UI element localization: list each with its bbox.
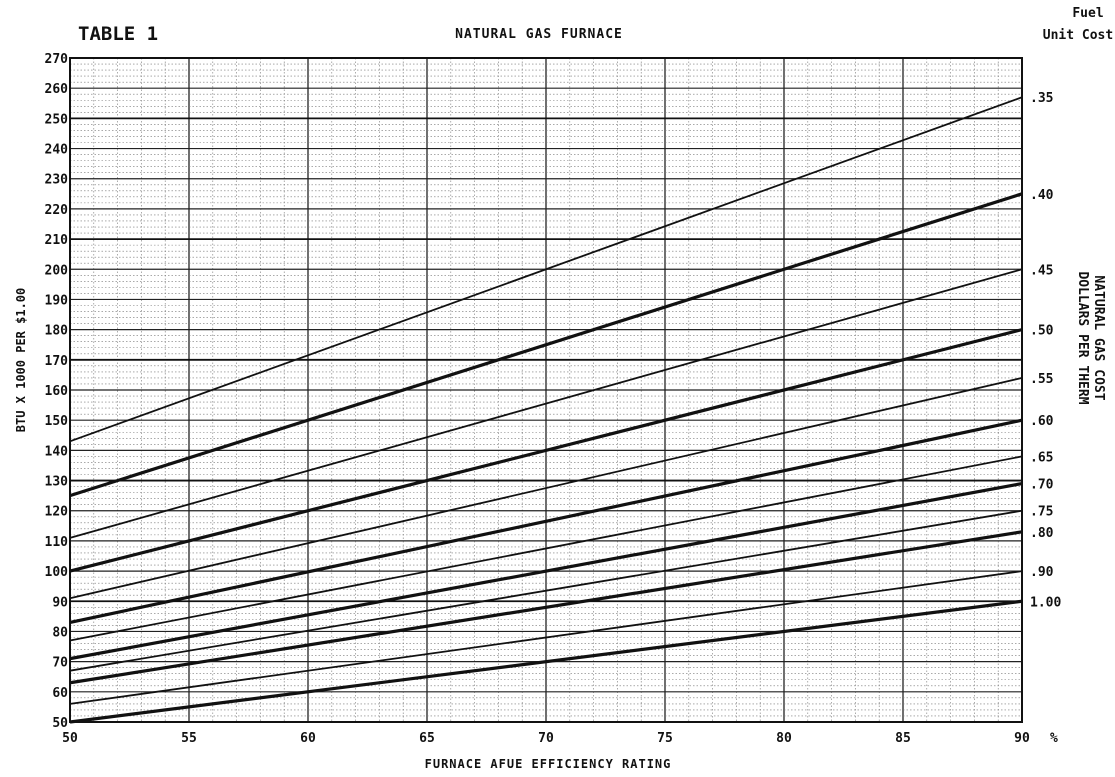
x-tick-label: 55: [181, 731, 197, 746]
series-label: .55: [1030, 372, 1053, 387]
y-tick-label: 110: [45, 535, 69, 550]
chart-title: NATURAL GAS FURNACE: [455, 27, 623, 42]
series-line-p70: [69, 481, 1023, 661]
y-tick-label: 270: [45, 52, 69, 67]
series-line-p75: [69, 509, 1023, 672]
series-label: .50: [1030, 324, 1054, 339]
y-tick-label: 130: [45, 475, 69, 490]
y-tick-label: 240: [45, 143, 69, 158]
series-line-p40: [69, 192, 1023, 498]
y-tick-label: 150: [45, 414, 69, 429]
y-tick-label: 170: [45, 354, 69, 369]
right-header-line-1: Fuel: [1072, 6, 1103, 21]
y-tick-label: 60: [52, 686, 68, 701]
y-tick-label: 190: [45, 293, 69, 308]
x-tick-label: 60: [300, 731, 316, 746]
x-tick-label: 50: [62, 731, 78, 746]
y-tick-label: 70: [52, 656, 68, 671]
right-axis-label-line-1: NATURAL GAS COST: [1091, 275, 1106, 400]
y-tick-label: 120: [45, 505, 69, 520]
series-label: .90: [1030, 565, 1054, 580]
series-line-p35: [69, 96, 1023, 443]
series-line-p55: [69, 377, 1023, 600]
y-tick-label: 200: [45, 263, 69, 278]
series-line-p45: [69, 268, 1023, 539]
x-tick-label: 65: [419, 731, 435, 746]
series-label: .35: [1030, 91, 1053, 106]
table-label: TABLE 1: [78, 23, 158, 45]
series-line-p65: [69, 455, 1023, 642]
y-tick-label: 210: [45, 233, 69, 248]
y-tick-label: 260: [45, 82, 69, 97]
x-tick-label: 75: [657, 731, 673, 746]
y-tick-label: 50: [52, 716, 68, 731]
y-tick-label: 180: [45, 324, 69, 339]
x-axis-label: FURNACE AFUE EFFICIENCY RATING: [425, 757, 672, 771]
plot-frame: [69, 57, 1023, 723]
y-tick-label: 250: [45, 112, 69, 127]
x-unit-label: %: [1050, 731, 1058, 746]
series-label: .80: [1030, 526, 1054, 541]
series-label: 1.00: [1030, 595, 1061, 610]
series-label: .45: [1030, 263, 1053, 278]
x-tick-label: 80: [776, 731, 792, 746]
right-header-line-2: Unit Cost: [1043, 28, 1113, 43]
series-line-p50: [69, 328, 1023, 573]
y-axis-label: BTU X 1000 PER $1.00: [14, 288, 28, 433]
series-label: .40: [1030, 188, 1054, 203]
y-tick-label: 160: [45, 384, 69, 399]
y-tick-label: 100: [45, 565, 69, 580]
series-label: .65: [1030, 450, 1053, 465]
y-tick-label: 90: [52, 595, 68, 610]
x-tick-label: 70: [538, 731, 554, 746]
series-lines: [69, 96, 1023, 724]
y-tick-label: 140: [45, 444, 69, 459]
y-tick-label: 220: [45, 203, 69, 218]
series-line-p90: [69, 570, 1023, 705]
series-label: .60: [1030, 414, 1054, 429]
y-tick-label: 80: [52, 625, 68, 640]
series-label: .75: [1030, 505, 1053, 520]
tick-labels: 50 55 60 65 70 75 80 85 90 50 60 70 80 90 100 110 120 130…: [45, 52, 1062, 746]
series-line-1p00: [69, 599, 1023, 724]
x-tick-label: 85: [895, 731, 911, 746]
x-tick-label: 90: [1014, 731, 1030, 746]
y-tick-label: 230: [45, 173, 69, 188]
right-axis-label-line-2: DOLLARS PER THERM: [1075, 271, 1090, 404]
grid: [69, 57, 1023, 723]
series-line-p80: [69, 530, 1023, 685]
series-line-p60: [69, 418, 1023, 624]
series-label: .70: [1030, 478, 1054, 493]
